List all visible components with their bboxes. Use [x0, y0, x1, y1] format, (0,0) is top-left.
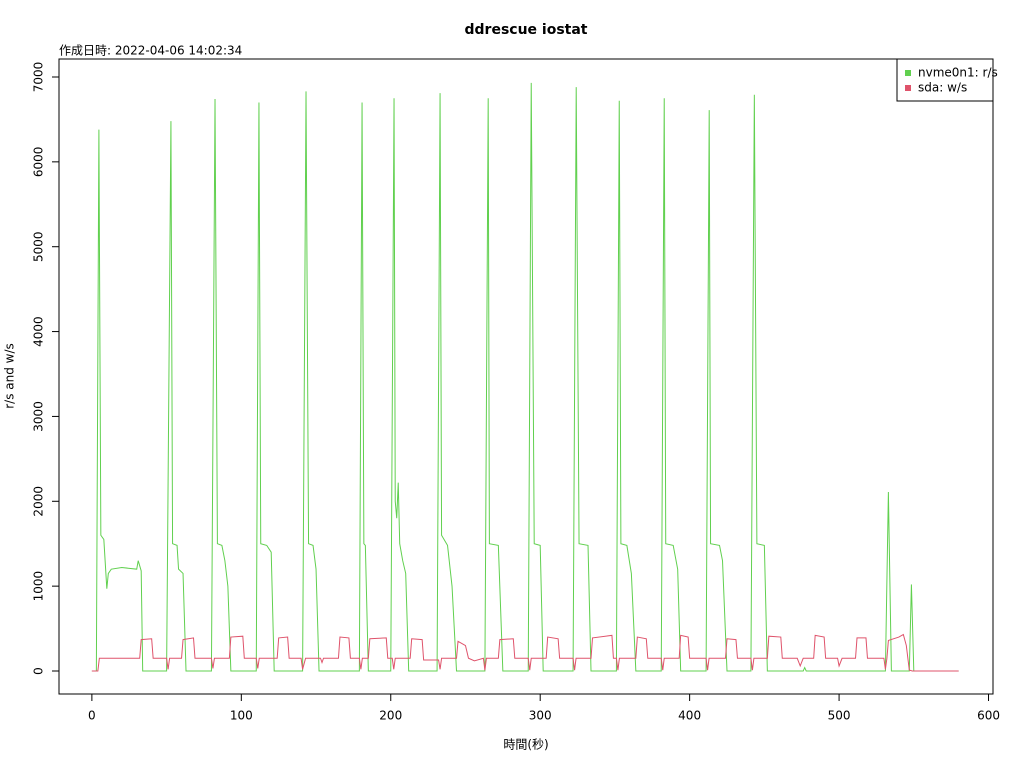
y-tick-label: 7000 [32, 62, 46, 93]
x-tick-label: 400 [678, 709, 701, 723]
y-tick-label: 1000 [32, 571, 46, 602]
legend-box [896, 58, 994, 102]
y-tick-label: 6000 [32, 147, 46, 178]
chart-subtitle: 作成日時: 2022-04-06 14:02:34 [59, 44, 242, 58]
legend-label: nvme0n1: r/s [918, 66, 998, 80]
plot-frame [58, 58, 994, 695]
x-tick-label: 300 [529, 709, 552, 723]
x-axis-label: 時間(秒) [503, 738, 548, 752]
x-tick-label: 500 [828, 709, 851, 723]
y-tick-label: 2000 [32, 486, 46, 517]
legend-swatch [905, 85, 911, 91]
series-line [91, 82, 959, 672]
chart-title: ddrescue iostat [465, 22, 588, 38]
x-tick-label: 600 [977, 709, 1000, 723]
y-axis-label: r/s and w/s [3, 343, 17, 409]
y-tick-label: 3000 [32, 401, 46, 432]
x-tick-label: 100 [230, 709, 253, 723]
y-tick-label: 0 [32, 667, 46, 675]
x-tick-label: 200 [379, 709, 402, 723]
y-tick-label: 4000 [32, 316, 46, 347]
series-line [91, 633, 959, 672]
x-tick-label: 0 [88, 709, 96, 723]
legend-swatch [905, 70, 911, 76]
y-tick-label: 5000 [32, 231, 46, 262]
legend-label: sda: w/s [918, 81, 967, 95]
